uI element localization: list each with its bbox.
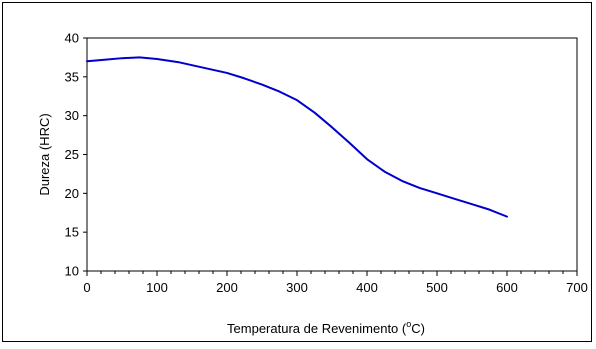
x-tick-label: 0 [83,280,90,295]
x-axis: 0 100 200 300 400 500 600 700 [83,271,588,295]
y-tick-label: 15 [65,225,79,240]
series-line [86,56,508,218]
chart: 10 15 20 25 30 35 40 0 100 200 300 400 500 600 700 Du… [37,31,588,337]
y-tick-label: 10 [65,264,79,279]
x-tick-label: 500 [426,280,448,295]
x-tick-label: 200 [216,280,238,295]
y-tick-label: 35 [65,69,79,84]
plot-area [86,37,578,272]
series-layer [86,56,508,218]
y-tick-label: 40 [65,31,79,46]
y-axis: 10 15 20 25 30 35 40 [65,31,87,279]
chart-frame: 10 15 20 25 30 35 40 0 100 200 300 400 500 600 700 Du… [2,2,592,342]
x-tick-label: 700 [566,280,588,295]
y-tick-label: 25 [65,147,79,162]
x-tick-label: 600 [496,280,518,295]
y-tick-label: 30 [65,108,79,123]
y-tick-label: 20 [65,186,79,201]
x-axis-title: Temperatura de Revenimento (oC) [227,319,425,336]
x-tick-label: 400 [356,280,378,295]
x-tick-label: 100 [146,280,168,295]
plot-border [86,37,578,272]
y-axis-title: Dureza (HRC) [37,113,52,195]
x-tick-label: 300 [286,280,308,295]
